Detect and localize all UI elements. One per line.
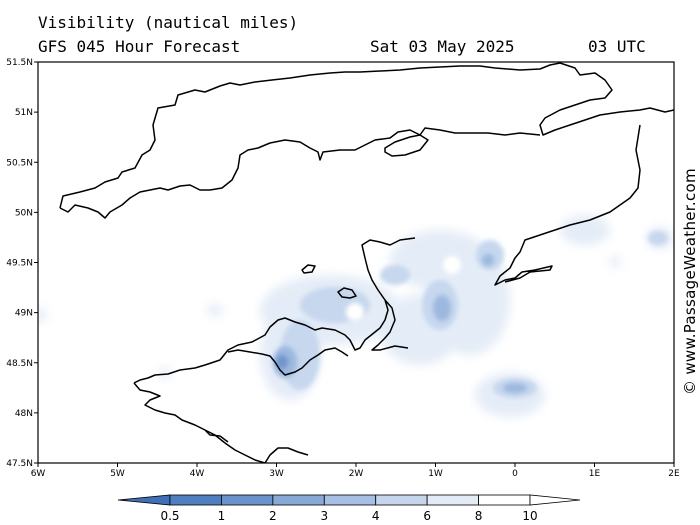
colorbar-segment xyxy=(426,494,479,506)
lat-label: 51.5N xyxy=(6,58,33,68)
colorbar-segment xyxy=(375,494,428,506)
lon-label: 2W xyxy=(349,469,364,479)
lon-label: 2E xyxy=(668,469,680,479)
colorbar-label: 3 xyxy=(320,509,328,523)
colorbar-low-arrow xyxy=(117,494,171,506)
colorbar-high-arrow xyxy=(529,494,581,506)
lat-label: 49.5N xyxy=(6,259,33,269)
lon-label: 6W xyxy=(31,469,46,479)
forecast-model: GFS 045 Hour Forecast xyxy=(38,37,241,56)
lat-label: 48.5N xyxy=(6,359,33,369)
forecast-date: Sat 03 May 2025 xyxy=(370,37,515,56)
lat-label: 49N xyxy=(15,309,33,319)
lon-label: 4W xyxy=(190,469,205,479)
colorbar-segment xyxy=(169,494,222,506)
colorbar-segment xyxy=(478,494,531,506)
lat-label: 48N xyxy=(15,409,33,419)
colorbar-label: 6 xyxy=(423,509,431,523)
colorbar-segment xyxy=(221,494,274,506)
colorbar-label: 4 xyxy=(372,509,380,523)
lon-label: 3W xyxy=(269,469,284,479)
credit-text: © www.PassageWeather.com xyxy=(681,168,699,395)
colorbar-label: 0.5 xyxy=(160,509,179,523)
forecast-time: 03 UTC xyxy=(588,37,646,56)
visibility-shading xyxy=(38,215,674,417)
chart-title: Visibility (nautical miles) xyxy=(38,13,299,32)
colorbar-label: 2 xyxy=(269,509,277,523)
colorbar-label: 1 xyxy=(218,509,226,523)
coastlines xyxy=(59,62,674,463)
colorbar-label: 10 xyxy=(522,509,537,523)
colorbar-label: 8 xyxy=(475,509,483,523)
lon-label: 0 xyxy=(512,469,518,479)
colorbar-segment xyxy=(323,494,377,506)
lon-label: 1E xyxy=(589,469,601,479)
lon-label: 5W xyxy=(110,469,125,479)
lat-label: 50N xyxy=(15,208,33,218)
lat-label: 51N xyxy=(15,108,33,118)
lon-label: 1W xyxy=(428,469,443,479)
visibility-colorbar: 0.5 1 2 3 4 6 8 10 xyxy=(117,494,581,523)
colorbar-segment xyxy=(272,494,325,506)
lat-label: 50.5N xyxy=(6,158,33,168)
lat-label: 47.5N xyxy=(6,459,33,469)
